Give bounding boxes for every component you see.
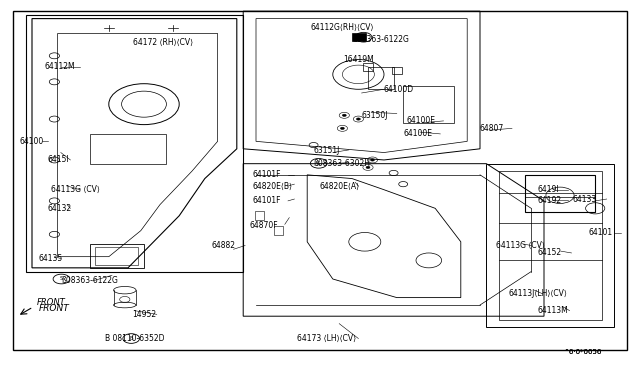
Circle shape [371, 159, 374, 161]
Text: 64113M: 64113M [538, 306, 568, 315]
Text: 64135: 64135 [38, 254, 63, 263]
Bar [95, 247, 138, 265]
Bar [255, 211, 264, 220]
Text: 64152: 64152 [538, 248, 562, 257]
Text: 64100E: 64100E [403, 129, 432, 138]
Bar [352, 33, 366, 41]
Text: ^6·0*0056: ^6·0*0056 [563, 349, 602, 355]
Bar [90, 244, 144, 268]
Text: 63151J: 63151J [314, 146, 340, 155]
Circle shape [356, 118, 360, 120]
Text: 16419M: 16419M [343, 55, 374, 64]
Bar [90, 134, 166, 164]
Bar [392, 67, 402, 74]
Bar [499, 171, 602, 320]
Text: B 08110-6352D: B 08110-6352D [105, 334, 164, 343]
Bar [525, 175, 595, 212]
Text: 64870F: 64870F [250, 221, 278, 230]
Text: 6419I: 6419I [538, 185, 559, 194]
Text: 64113G ⟨CV⟩: 64113G ⟨CV⟩ [496, 241, 545, 250]
Text: 64100D: 64100D [384, 85, 414, 94]
Text: 64100E: 64100E [406, 116, 435, 125]
Text: 64172 ⟨RH⟩⟨CV⟩: 64172 ⟨RH⟩⟨CV⟩ [133, 38, 193, 47]
Circle shape [366, 166, 370, 169]
Text: 64173 ⟨LH⟩⟨CV⟩: 64173 ⟨LH⟩⟨CV⟩ [297, 334, 356, 343]
Text: B: B [129, 336, 133, 341]
Text: 64820E⟨A⟩: 64820E⟨A⟩ [320, 182, 360, 190]
Bar [26, 15, 243, 272]
Text: FRONT: FRONT [37, 298, 65, 307]
Text: 64101: 64101 [589, 228, 613, 237]
Text: 64112M: 64112M [45, 62, 76, 71]
Text: 64807: 64807 [480, 124, 504, 133]
Text: FRONT: FRONT [39, 304, 70, 313]
Text: 64882: 64882 [211, 241, 236, 250]
Text: 64113J⟨LH⟩⟨CV⟩: 64113J⟨LH⟩⟨CV⟩ [509, 289, 568, 298]
Text: 64100: 64100 [19, 137, 44, 146]
Text: S: S [362, 35, 365, 40]
Text: 64133: 64133 [573, 195, 597, 203]
Text: ß08363-6122G: ß08363-6122G [61, 276, 118, 285]
Text: S: S [60, 276, 63, 282]
Text: ß08363-6122G: ß08363-6122G [353, 35, 409, 44]
Text: 64192: 64192 [538, 196, 562, 205]
Bar [363, 63, 373, 71]
Text: ß08363-6302H: ß08363-6302H [314, 159, 371, 168]
Text: S: S [317, 161, 321, 166]
Circle shape [342, 114, 346, 116]
Text: 64101F: 64101F [253, 170, 282, 179]
Text: 64132: 64132 [48, 204, 72, 213]
Text: 64112G⟨RH⟩⟨CV⟩: 64112G⟨RH⟩⟨CV⟩ [310, 23, 374, 32]
Text: 64101F: 64101F [253, 196, 282, 205]
Text: 63150J: 63150J [362, 111, 388, 120]
Text: ^6·0*0056: ^6·0*0056 [563, 349, 602, 355]
Bar [368, 67, 394, 89]
Circle shape [340, 127, 344, 129]
Text: 64820E⟨B⟩: 64820E⟨B⟩ [253, 182, 293, 190]
Text: 64113G ⟨CV⟩: 64113G ⟨CV⟩ [51, 185, 100, 194]
Bar [274, 226, 283, 235]
Text: 6415I: 6415I [48, 155, 70, 164]
Text: 14952: 14952 [132, 310, 156, 319]
